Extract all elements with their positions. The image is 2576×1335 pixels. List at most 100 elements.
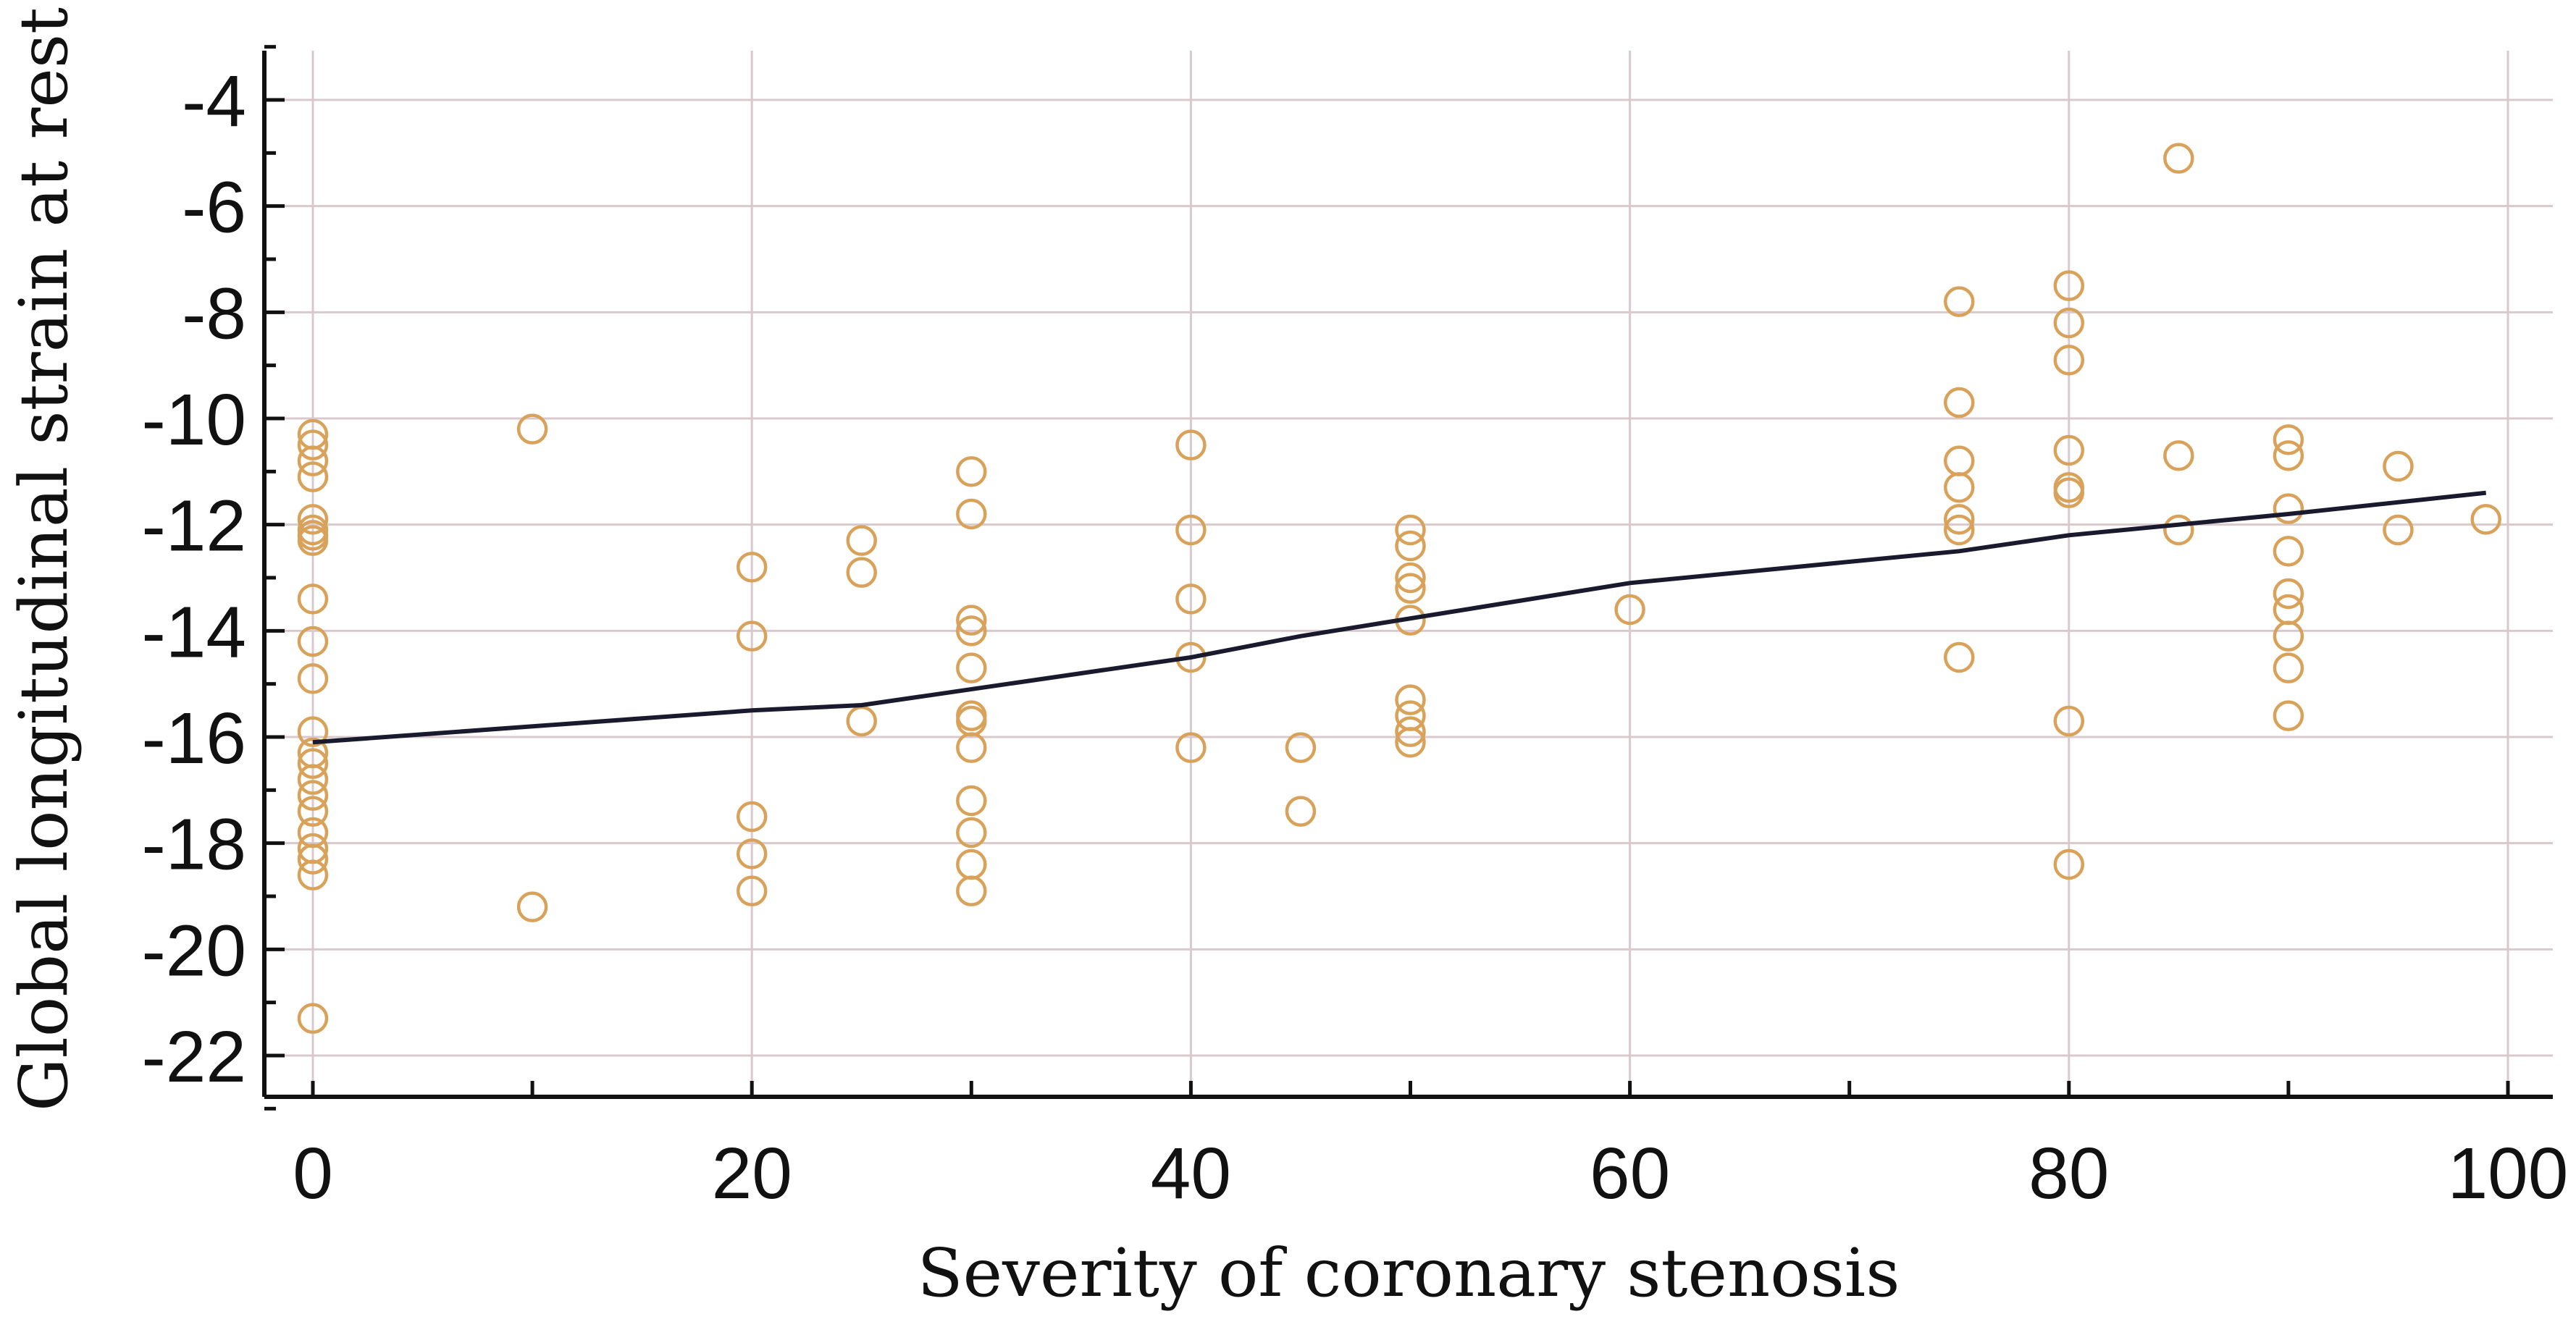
data-point <box>2273 424 2304 455</box>
x-axis-title: Severity of coronary stenosis <box>918 1234 1900 1312</box>
data-point <box>1395 562 1426 594</box>
data-point <box>297 859 329 890</box>
data-point <box>297 461 329 492</box>
data-point <box>1395 700 1426 731</box>
data-point <box>297 663 329 694</box>
data-point <box>297 504 329 535</box>
y-tick-label: -10 <box>141 379 246 460</box>
data-point <box>736 552 768 583</box>
data-point <box>956 732 987 763</box>
data-point <box>956 615 987 647</box>
data-point <box>2470 504 2501 535</box>
y-tick-label: -22 <box>141 1016 246 1098</box>
data-point <box>2273 652 2304 683</box>
data-point <box>297 626 329 657</box>
data-point <box>1175 732 1207 763</box>
x-tick-label: 100 <box>2448 1133 2569 1214</box>
data-point <box>1944 472 1975 503</box>
data-point <box>297 796 329 827</box>
y-tick-label: -18 <box>141 804 246 885</box>
data-point <box>956 605 987 636</box>
data-point <box>736 620 768 652</box>
data-point <box>1395 684 1426 715</box>
data-point <box>2273 620 2304 652</box>
data-point <box>956 817 987 848</box>
data-point <box>846 525 877 556</box>
data-point <box>736 875 768 906</box>
data-point <box>297 716 329 747</box>
y-tick-label: -12 <box>141 486 246 567</box>
y-tick-label: -8 <box>182 273 246 354</box>
data-point <box>1175 514 1207 546</box>
data-point <box>297 843 329 875</box>
data-point <box>1175 584 1207 615</box>
x-tick-label: 40 <box>1151 1133 1231 1214</box>
data-point <box>2053 705 2085 737</box>
data-point <box>297 1003 329 1034</box>
data-point <box>956 848 987 880</box>
x-tick-label: 80 <box>2029 1133 2109 1214</box>
y-tick-label: -16 <box>141 698 246 779</box>
data-point <box>1944 445 1975 476</box>
data-point <box>297 584 329 615</box>
data-point <box>2163 143 2194 174</box>
data-point <box>736 838 768 869</box>
y-tick-label: -20 <box>141 910 246 991</box>
data-point <box>297 525 329 556</box>
y-tick-label: -6 <box>182 167 246 248</box>
data-point <box>956 498 987 530</box>
data-point <box>2273 594 2304 626</box>
data-point <box>2273 493 2304 524</box>
data-point <box>297 445 329 476</box>
x-tick-label: 0 <box>293 1133 333 1214</box>
data-point <box>1395 573 1426 604</box>
data-point <box>2163 514 2194 546</box>
data-point <box>516 413 548 445</box>
data-point <box>846 557 877 588</box>
data-point <box>1395 530 1426 562</box>
data-point <box>297 764 329 795</box>
data-point <box>2053 345 2085 376</box>
data-point <box>2053 477 2085 508</box>
data-point <box>1175 429 1207 460</box>
data-point <box>956 652 987 683</box>
x-tick-label: 60 <box>1590 1133 1670 1214</box>
data-point <box>2383 450 2414 482</box>
data-point <box>956 456 987 487</box>
data-point <box>2383 514 2414 546</box>
data-point <box>1395 514 1426 546</box>
data-point <box>1944 504 1975 535</box>
data-point <box>2273 536 2304 567</box>
data-point <box>2163 440 2194 471</box>
data-point <box>1944 641 1975 673</box>
grid-lines <box>264 51 2553 1097</box>
data-point <box>956 785 987 817</box>
axis-ticks <box>264 45 2510 1111</box>
y-tick-label: -14 <box>141 591 246 673</box>
fit-line <box>312 490 2487 745</box>
y-axis-title: Global longitudinal strain at rest <box>5 7 83 1111</box>
y-tick-label: -4 <box>182 61 246 142</box>
data-point <box>736 801 768 833</box>
data-point <box>1395 716 1426 747</box>
data-point <box>297 780 329 811</box>
data-point <box>1285 732 1317 763</box>
data-points <box>297 143 2501 1034</box>
data-point <box>2273 440 2304 471</box>
data-point <box>956 875 987 906</box>
data-point <box>846 705 877 737</box>
x-tick-label: 20 <box>712 1133 792 1214</box>
data-point <box>2053 848 2085 880</box>
data-point <box>297 429 329 460</box>
data-point <box>1285 796 1317 827</box>
data-point <box>2053 434 2085 466</box>
data-point <box>1944 387 1975 418</box>
data-point <box>2273 578 2304 610</box>
data-point <box>1395 727 1426 758</box>
data-point <box>2053 307 2085 339</box>
data-point <box>516 891 548 922</box>
data-point <box>1944 514 1975 546</box>
data-point <box>297 748 329 779</box>
tick-labels: 0 20 40 60 80 100 -4 -6 -8 -10 -12 -14 -16 -18 -20 -22 <box>141 61 2568 1214</box>
